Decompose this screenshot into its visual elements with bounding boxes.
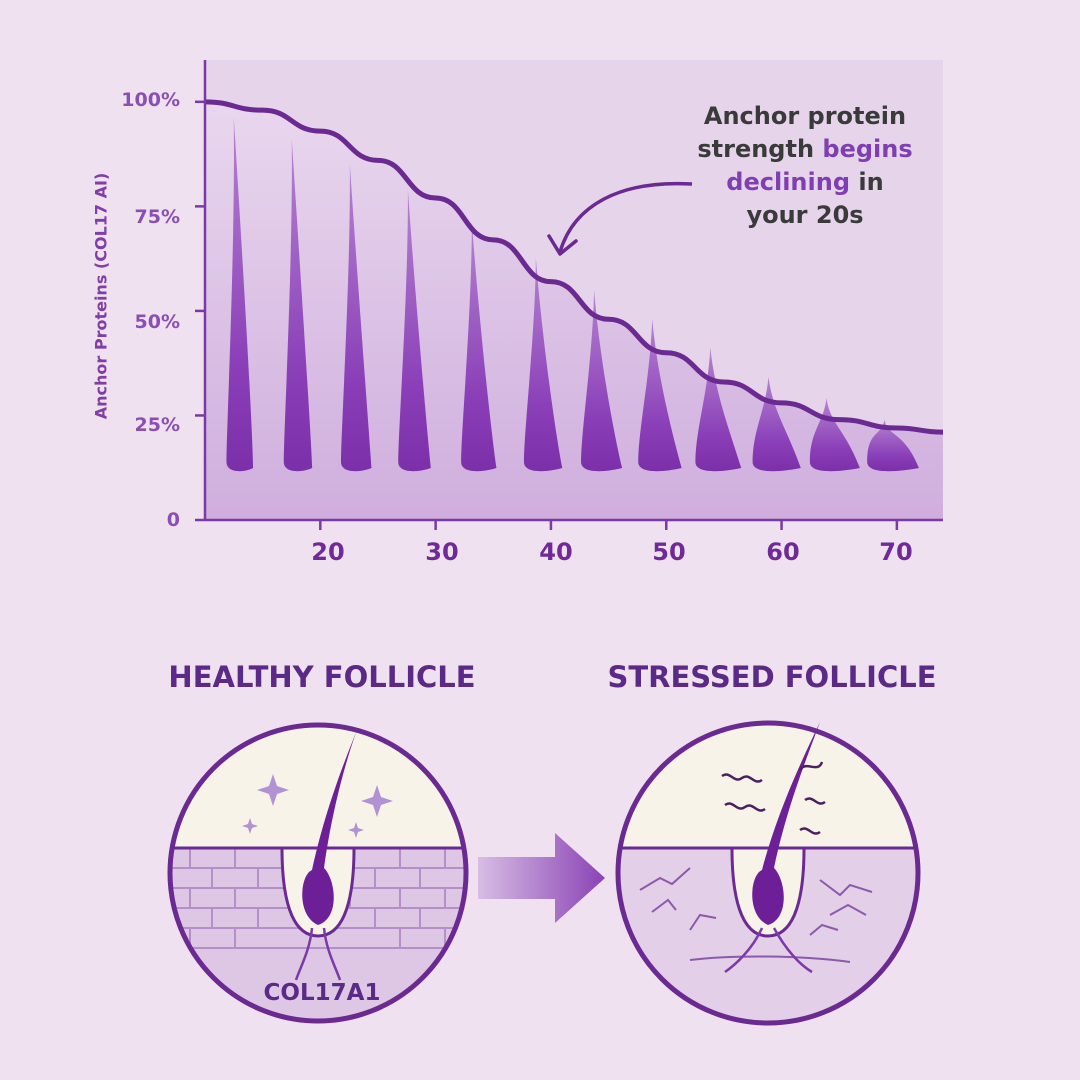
- hair-strand: [398, 189, 431, 472]
- decline-curve: [204, 99, 944, 435]
- annotation-line: Anchor protein: [703, 102, 907, 130]
- stress-squiggles: [721, 761, 826, 835]
- crack-lines: [639, 867, 873, 936]
- hair-strands: [226, 117, 919, 472]
- axis-ticks: [195, 100, 899, 530]
- hair-strand: [341, 164, 372, 472]
- annotation-highlight: begins: [822, 135, 913, 163]
- sparkle-icon: [361, 785, 393, 817]
- annotation-arrowhead: [547, 234, 578, 256]
- chart-annotation: Anchor protein strength begins declining…: [690, 100, 920, 232]
- x-tick-label: 20: [311, 538, 345, 566]
- stressed-follicle-illustration: [615, 720, 921, 1026]
- stressed-hair-shaft: [752, 722, 820, 925]
- hair-strand: [695, 347, 742, 472]
- hair-strand: [752, 376, 801, 472]
- sparkle-icon: [242, 818, 258, 834]
- annotation-arrow: [558, 181, 693, 253]
- curve-area: [205, 101, 943, 521]
- hair-strand: [226, 117, 254, 472]
- annotation-text: strength: [697, 135, 823, 163]
- y-tick-label: 100%: [121, 89, 180, 111]
- hair-strand: [283, 138, 313, 472]
- y-tick-label: 25%: [134, 414, 180, 436]
- y-tick-label: 0: [166, 509, 180, 531]
- hair-strand: [638, 318, 682, 472]
- healthy-follicle-title: HEALTHY FOLLICLE: [168, 660, 476, 694]
- x-tick-label: 50: [652, 538, 686, 566]
- sparkle-icon: [257, 774, 289, 806]
- y-tick-label: 50%: [134, 311, 180, 333]
- sparkle-icon: [348, 822, 364, 838]
- annotation-highlight: declining: [726, 168, 851, 196]
- annotation-text: in: [850, 168, 884, 196]
- transition-arrow: [478, 833, 605, 923]
- x-tick-label: 30: [425, 538, 459, 566]
- healthy-follicle-illustration: [167, 722, 469, 1024]
- col17a1-label: COL17A1: [263, 980, 381, 1006]
- hair-strand: [461, 221, 497, 472]
- hair-strand: [581, 290, 623, 472]
- annotation-line: your 20s: [746, 201, 864, 229]
- y-tick-label: 75%: [134, 206, 180, 228]
- x-tick-label: 40: [539, 538, 573, 566]
- healthy-hair-shaft: [302, 730, 357, 925]
- hair-strand: [523, 257, 563, 472]
- x-tick-label: 60: [766, 538, 800, 566]
- x-tick-label: 70: [879, 538, 913, 566]
- stressed-follicle-title: STRESSED FOLLICLE: [607, 660, 937, 694]
- hair-strand: [867, 419, 919, 472]
